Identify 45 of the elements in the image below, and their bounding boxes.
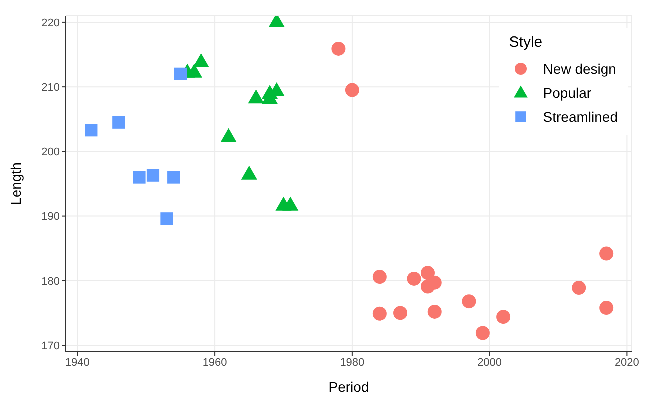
y-tick-label: 170 — [42, 340, 60, 352]
point — [168, 171, 180, 184]
y-tick-label: 190 — [42, 211, 60, 224]
point — [332, 42, 346, 56]
y-tick-label: 200 — [42, 146, 60, 159]
x-tick-label: 1940 — [65, 356, 90, 369]
x-tick-label: 1960 — [202, 356, 228, 369]
point — [496, 310, 511, 324]
x-tick-label: 2000 — [478, 356, 502, 369]
point — [407, 272, 422, 286]
point — [241, 166, 258, 180]
y-axis-title: Length — [8, 162, 24, 206]
point — [146, 169, 160, 182]
point — [133, 171, 146, 184]
point — [248, 90, 264, 104]
point — [112, 116, 126, 129]
point — [160, 212, 174, 226]
legend-label: New design — [543, 61, 616, 77]
y-tick-label: 180 — [42, 276, 60, 288]
x-tick-label: 2020 — [614, 356, 640, 369]
point — [186, 64, 202, 78]
y-tick-label: 210 — [42, 82, 60, 94]
point — [174, 68, 188, 80]
point — [85, 124, 98, 137]
point — [282, 196, 299, 211]
point — [428, 276, 442, 290]
point — [394, 306, 408, 320]
point — [600, 246, 614, 261]
legend-label: Popular — [543, 85, 592, 101]
point — [420, 266, 435, 280]
point — [572, 281, 586, 296]
x-axis-title: Period — [328, 379, 370, 395]
point — [372, 306, 387, 321]
point — [476, 326, 490, 340]
y-tick-label: 220 — [42, 17, 60, 30]
x-tick-label: 1980 — [340, 356, 365, 369]
legend-title: Style — [509, 34, 544, 51]
point — [428, 304, 442, 319]
legend-label: Streamlined — [543, 109, 618, 125]
point — [600, 301, 614, 316]
point — [220, 128, 237, 142]
point — [462, 294, 476, 309]
point — [193, 53, 210, 68]
point — [345, 83, 360, 98]
point — [372, 270, 387, 284]
